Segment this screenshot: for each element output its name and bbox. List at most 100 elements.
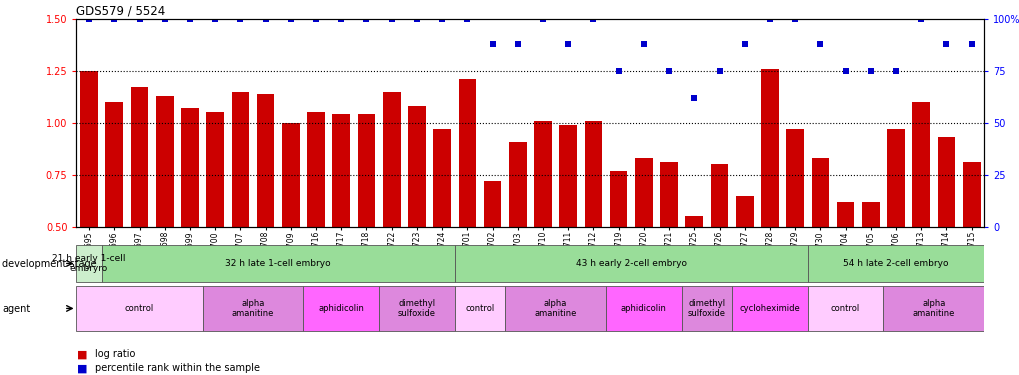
Bar <box>433 129 450 227</box>
Bar <box>882 286 983 331</box>
Text: GDS579 / 5524: GDS579 / 5524 <box>76 4 166 18</box>
Point <box>207 16 223 22</box>
Text: ■: ■ <box>76 363 87 373</box>
Bar <box>936 137 955 227</box>
Point <box>257 16 273 22</box>
Text: cycloheximide: cycloheximide <box>739 304 800 313</box>
Point <box>409 16 425 22</box>
Point <box>811 41 827 47</box>
Bar <box>558 125 577 227</box>
Bar <box>836 202 854 227</box>
Bar <box>807 286 882 331</box>
Point <box>585 16 601 22</box>
Point <box>358 16 374 22</box>
Point <box>106 16 122 22</box>
Text: log ratio: log ratio <box>95 350 136 359</box>
Bar <box>206 112 224 227</box>
Bar <box>231 92 249 227</box>
Point <box>131 16 148 22</box>
Point <box>887 68 903 74</box>
Bar <box>807 244 983 282</box>
Bar <box>379 286 454 331</box>
Point <box>510 41 526 47</box>
Bar <box>912 102 929 227</box>
Bar <box>76 286 203 331</box>
Bar <box>307 112 325 227</box>
Text: 21 h early 1-cell
embryro: 21 h early 1-cell embryro <box>52 254 125 273</box>
Point <box>912 16 928 22</box>
Bar <box>358 114 375 227</box>
Text: alpha
amanitine: alpha amanitine <box>912 299 954 318</box>
Point <box>534 16 550 22</box>
Point <box>459 16 475 22</box>
Bar <box>459 79 476 227</box>
Text: alpha
amanitine: alpha amanitine <box>534 299 576 318</box>
Point <box>660 68 677 74</box>
Point <box>862 68 878 74</box>
Bar <box>861 202 878 227</box>
Text: development stage: development stage <box>2 260 97 269</box>
Bar <box>130 87 148 227</box>
Bar <box>685 216 702 227</box>
Bar <box>81 71 98 227</box>
Point <box>635 41 651 47</box>
Text: dimethyl
sulfoxide: dimethyl sulfoxide <box>397 299 435 318</box>
Point <box>433 16 449 22</box>
Bar <box>408 106 425 227</box>
Bar <box>332 114 350 227</box>
Bar <box>508 141 526 227</box>
Point <box>963 41 979 47</box>
Bar <box>105 102 123 227</box>
Text: agent: agent <box>2 304 31 314</box>
Bar <box>760 69 779 227</box>
Point <box>787 16 803 22</box>
Bar <box>257 94 274 227</box>
Text: 43 h early 2-cell embryo: 43 h early 2-cell embryo <box>575 259 686 268</box>
Point <box>736 41 752 47</box>
Bar <box>635 158 652 227</box>
Bar <box>156 96 173 227</box>
Point <box>232 16 249 22</box>
Text: 32 h late 1-cell embryo: 32 h late 1-cell embryo <box>225 259 331 268</box>
Point <box>610 68 627 74</box>
Point <box>686 95 702 101</box>
Bar <box>483 181 501 227</box>
Bar <box>181 108 199 227</box>
Bar <box>786 129 803 227</box>
Text: alpha
amanitine: alpha amanitine <box>231 299 274 318</box>
Point <box>761 16 777 22</box>
Text: ■: ■ <box>76 350 87 359</box>
Bar <box>811 158 828 227</box>
Point <box>81 16 97 22</box>
Point <box>333 16 350 22</box>
Text: control: control <box>465 304 494 313</box>
Bar <box>735 196 753 227</box>
Point <box>710 68 727 74</box>
Text: 54 h late 2-cell embryo: 54 h late 2-cell embryo <box>843 259 948 268</box>
Point <box>282 16 299 22</box>
Bar <box>304 286 379 331</box>
Point <box>383 16 399 22</box>
Point <box>157 16 173 22</box>
Bar <box>681 286 732 331</box>
Bar <box>609 171 627 227</box>
Bar <box>584 121 601 227</box>
Bar <box>281 123 300 227</box>
Bar <box>962 162 979 227</box>
Bar <box>605 286 681 331</box>
Text: dimethyl
sulfoxide: dimethyl sulfoxide <box>687 299 726 318</box>
Point <box>837 68 853 74</box>
Point <box>484 41 500 47</box>
Bar <box>534 121 551 227</box>
Bar <box>454 244 807 282</box>
Bar <box>382 92 400 227</box>
Bar <box>659 162 678 227</box>
Point <box>559 41 576 47</box>
Bar <box>102 244 454 282</box>
Text: aphidicolin: aphidicolin <box>318 304 364 313</box>
Bar <box>710 164 728 227</box>
Bar <box>76 244 102 282</box>
Bar <box>887 129 904 227</box>
Bar <box>454 286 504 331</box>
Text: percentile rank within the sample: percentile rank within the sample <box>95 363 260 373</box>
